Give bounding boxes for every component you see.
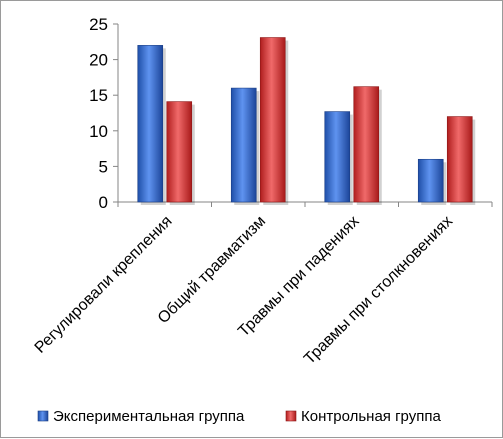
- bar-experimental-4: [417, 158, 444, 203]
- legend-swatch-control: [285, 410, 297, 422]
- bar-control-2: [259, 37, 286, 203]
- legend-swatch-experimental: [37, 410, 49, 422]
- category-label: Травмы при столкновениях: [301, 213, 456, 368]
- category-label: Регулировали крепления: [32, 213, 176, 357]
- bar-experimental-2: [230, 87, 257, 203]
- bar-experimental-1: [137, 45, 164, 203]
- y-tick-label: 20: [89, 51, 108, 70]
- legend-label-control: Контрольная группа: [301, 408, 441, 425]
- legend-label-experimental: Экспериментальная группа: [53, 408, 245, 425]
- y-tick-label: 25: [89, 15, 108, 34]
- bar-control-3: [353, 86, 380, 203]
- y-tick-label: 5: [99, 157, 108, 176]
- y-tick-label: 0: [99, 193, 108, 212]
- bar-experimental-3: [324, 111, 351, 203]
- category-label: Общий травматизм: [155, 213, 269, 327]
- y-tick-label: 15: [89, 86, 108, 105]
- legend: Экспериментальная группа Контрольная груп…: [37, 408, 441, 425]
- bars: [137, 37, 476, 205]
- bar-control-4: [446, 116, 473, 203]
- bar-control-1: [166, 101, 193, 203]
- y-tick-label: 10: [89, 122, 108, 141]
